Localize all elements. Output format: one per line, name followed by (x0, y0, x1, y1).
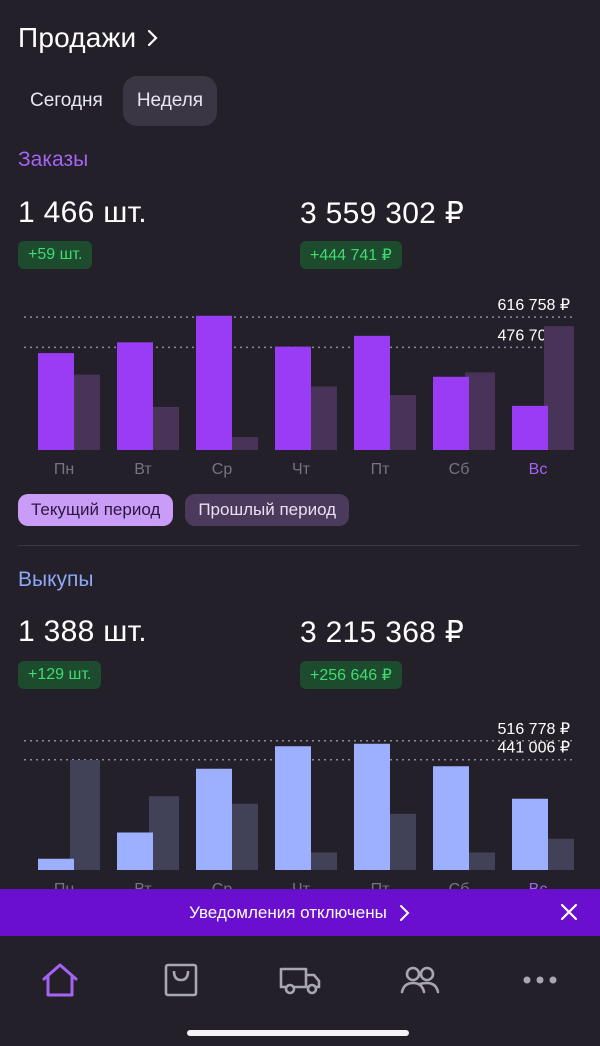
bar-current-5[interactable] (433, 766, 469, 870)
tab-today[interactable]: Сегодня (30, 90, 103, 111)
bar-current-0[interactable] (38, 858, 74, 870)
bar-current-1[interactable] (117, 832, 153, 871)
x-tick-label: Ср (212, 461, 233, 478)
orders-count: 1 466 шт. (18, 196, 147, 229)
bar-previous-2[interactable] (228, 437, 258, 450)
close-icon[interactable] (560, 903, 578, 921)
buyouts-sum: 3 215 368 ₽ (300, 616, 465, 649)
x-tick-label: Сб (449, 461, 470, 478)
bar-previous-3[interactable] (307, 386, 337, 450)
bar-current-2[interactable] (196, 315, 232, 450)
tab-home[interactable] (35, 958, 85, 1002)
bar-previous-6[interactable] (544, 838, 574, 870)
bar-previous-4[interactable] (386, 813, 416, 870)
bar-current-6[interactable] (512, 798, 548, 870)
bar-previous-4[interactable] (386, 395, 416, 450)
orders-sum-delta-badge: +444 741 ₽ (300, 241, 402, 269)
bar-current-4[interactable] (354, 335, 390, 450)
home-icon (42, 963, 78, 997)
bar-current-6[interactable] (512, 405, 548, 450)
chevron-right-icon (148, 29, 158, 47)
bar-previous-1[interactable] (149, 796, 179, 870)
x-tick-label: Вс (529, 461, 548, 478)
bottom-tab-bar (0, 936, 600, 1046)
truck-icon (279, 967, 321, 995)
bar-current-2[interactable] (196, 768, 232, 870)
people-icon (400, 966, 440, 994)
bar-current-3[interactable] (275, 346, 311, 450)
legend-current-period[interactable]: Текущий период (18, 494, 174, 526)
x-tick-label: Пн (54, 461, 74, 478)
page-title: Продажи (18, 22, 137, 53)
bar-previous-0[interactable] (70, 760, 100, 870)
bar-previous-6[interactable] (544, 326, 574, 450)
reference-label: 616 758 ₽ (498, 297, 570, 314)
bag-icon (164, 963, 198, 997)
tab-more[interactable] (515, 958, 565, 1002)
bar-current-3[interactable] (275, 746, 311, 870)
notifications-banner[interactable]: Уведомления отключены (0, 889, 600, 936)
tab-users[interactable] (395, 958, 445, 1002)
bar-previous-1[interactable] (149, 406, 179, 450)
tab-shop[interactable] (156, 958, 206, 1002)
orders-sum: 3 559 302 ₽ (300, 197, 465, 230)
x-tick-label: Пт (371, 461, 391, 478)
bar-current-0[interactable] (38, 353, 74, 450)
reference-label: 441 006 ₽ (498, 740, 570, 757)
tab-week[interactable]: Неделя (122, 76, 218, 126)
notifications-banner-text: Уведомления отключены (189, 902, 387, 922)
bar-current-5[interactable] (433, 376, 469, 450)
buyouts-count-delta-badge: +129 шт. (18, 661, 102, 689)
section-divider (18, 545, 580, 546)
orders-title: Заказы (18, 148, 89, 171)
bar-current-4[interactable] (354, 743, 390, 870)
chart-legend: Текущий период Прошлый период (18, 494, 350, 526)
buyouts-count: 1 388 шт. (18, 615, 147, 648)
x-tick-label: Вт (134, 461, 152, 478)
bar-current-1[interactable] (117, 342, 153, 450)
bar-previous-5[interactable] (465, 852, 495, 871)
period-switcher: Сегодня Неделя (16, 76, 218, 126)
x-tick-label: Чт (292, 461, 311, 478)
buyouts-sum-delta-badge: +256 646 ₽ (300, 661, 402, 689)
orders-count-delta-badge: +59 шт. (18, 241, 93, 269)
orders-chart: 616 758 ₽476 705 ₽Пн Вт Ср Чт Пт Сб Вс (24, 297, 574, 478)
reference-label: 516 778 ₽ (498, 721, 570, 738)
buyouts-title: Выкупы (18, 568, 94, 591)
legend-previous-period[interactable]: Прошлый период (185, 494, 350, 526)
chevron-right-icon (399, 904, 410, 921)
bar-previous-3[interactable] (307, 852, 337, 871)
more-icon (523, 976, 557, 984)
tab-delivery[interactable] (275, 958, 325, 1002)
section-header[interactable]: Продажи (18, 22, 160, 54)
bar-previous-0[interactable] (70, 374, 100, 450)
bar-previous-5[interactable] (465, 372, 495, 450)
bar-previous-2[interactable] (228, 803, 258, 870)
home-indicator (187, 1030, 409, 1036)
